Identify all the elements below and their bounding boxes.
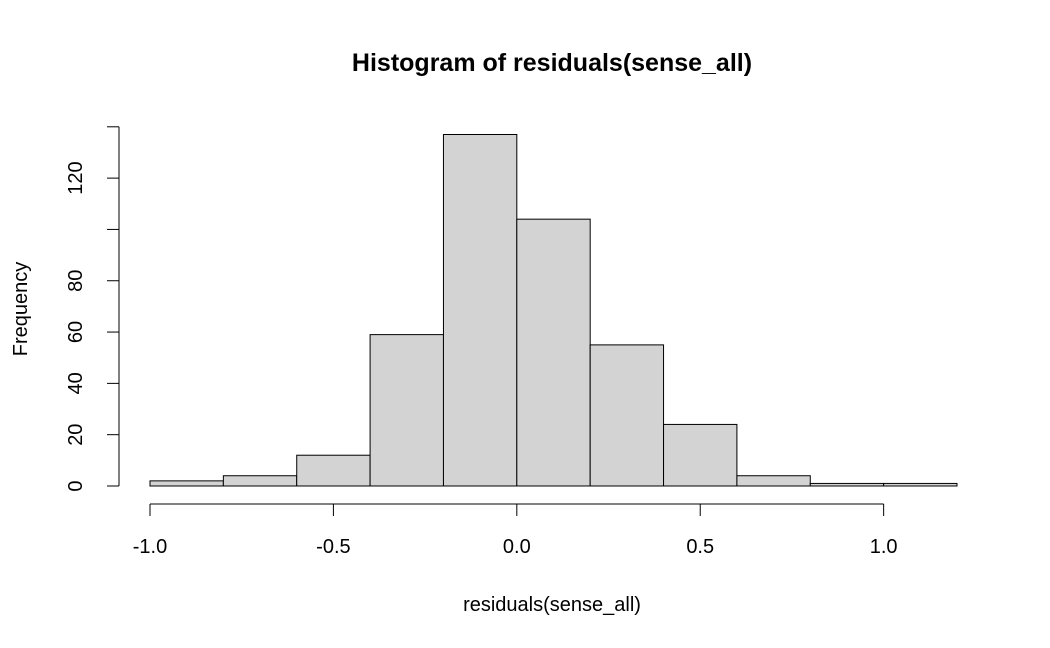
histogram-bar [369, 334, 444, 487]
histogram-bar [883, 482, 958, 487]
x-tick-label: -0.5 [316, 536, 350, 558]
y-tick-label: 20 [65, 424, 87, 446]
bars-group [149, 133, 958, 487]
histogram-bar [149, 480, 224, 487]
histogram-bar [736, 475, 811, 487]
histogram-bar [222, 475, 298, 487]
x-tick-label: 0.5 [686, 536, 714, 558]
histogram-bar [663, 423, 738, 487]
y-axis: 0 20 40 60 80 120 [65, 126, 120, 492]
y-tick-label: 60 [65, 321, 87, 343]
y-tick-label: 0 [65, 480, 87, 491]
y-tick-label: 40 [65, 372, 87, 394]
x-tick-label: -1.0 [133, 536, 167, 558]
x-tick-label: 0.0 [503, 536, 531, 558]
histogram-bar [442, 133, 518, 487]
x-axis: -1.0 -0.5 0.0 0.5 1.0 [133, 503, 898, 558]
histogram-bar [516, 218, 591, 487]
y-tick-label: 120 [65, 161, 87, 194]
histogram-bar [296, 454, 371, 487]
y-tick-label: 80 [65, 270, 87, 292]
y-axis-label: Frequency [10, 262, 32, 357]
chart-title: Histogram of residuals(sense_all) [352, 49, 752, 77]
histogram-bar [809, 482, 885, 487]
x-axis-label: residuals(sense_all) [463, 594, 641, 616]
x-tick-label: 1.0 [870, 536, 898, 558]
histogram-bar [589, 344, 665, 487]
